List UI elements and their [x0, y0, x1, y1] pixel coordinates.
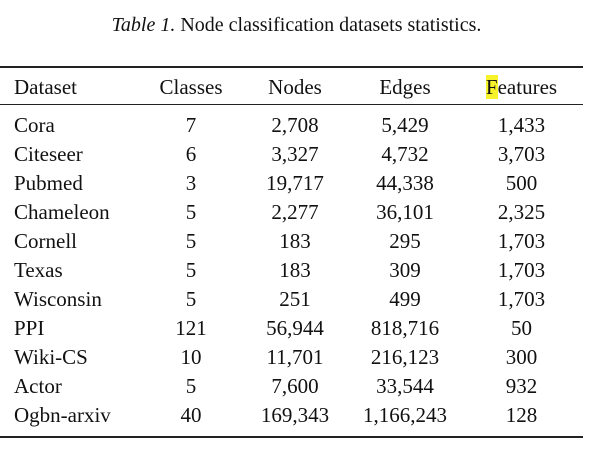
table-row: PPI 121 56,944 818,716 50: [0, 314, 583, 343]
cell-edges: 295: [389, 229, 421, 253]
cell-dataset: Wisconsin: [14, 287, 102, 311]
cell-classes: 5: [185, 287, 197, 311]
cell-dataset: Texas: [14, 258, 63, 282]
cell-features: 932: [505, 374, 538, 398]
header-dataset: Dataset: [14, 75, 77, 99]
cell-nodes: 183: [279, 229, 311, 253]
cell-dataset: Citeseer: [14, 142, 83, 166]
table-body: Cora 7 2,708 5,429 1,433 Citeseer 6 3,327 4,732 3…: [0, 102, 583, 430]
header-features-rest: eatures: [497, 75, 558, 99]
table-row: Texas 5 183 309 1,703: [0, 256, 583, 285]
cell-edges: 5,429: [381, 113, 429, 137]
cell-features: 1,433: [497, 113, 546, 137]
cell-nodes: 56,944: [266, 316, 324, 340]
cell-edges: 1,166,243: [363, 403, 447, 427]
cell-dataset: Chameleon: [14, 200, 110, 224]
table-caption: Table 1. Node classification datasets st…: [0, 12, 593, 38]
cell-classes: 3: [185, 171, 197, 195]
cell-features: 1,703: [497, 229, 546, 253]
cell-edges: 4,732: [381, 142, 429, 166]
cell-dataset: Actor: [14, 374, 62, 398]
table-row: Wiki-CS 10 11,701 216,123 300: [0, 343, 583, 372]
cell-nodes: 2,708: [271, 113, 319, 137]
cell-dataset: Ogbn-arxiv: [14, 403, 111, 427]
cell-dataset: Cornell: [14, 229, 77, 253]
cell-classes: 6: [185, 142, 197, 166]
cell-features: 50: [511, 316, 532, 340]
cell-nodes: 2,277: [271, 200, 319, 224]
highlighted-letter: F: [485, 75, 498, 99]
header-nodes: Nodes: [268, 75, 322, 99]
caption-label: Table 1.: [111, 14, 176, 36]
cell-nodes: 7,600: [271, 374, 319, 398]
cell-edges: 36,101: [376, 200, 434, 224]
cell-classes: 5: [185, 258, 197, 282]
cell-dataset: Wiki-CS: [14, 345, 88, 369]
cell-nodes: 169,343: [260, 403, 330, 427]
bottom-rule: [0, 436, 583, 438]
cell-edges: 309: [389, 258, 421, 282]
cell-edges: 44,338: [376, 171, 434, 195]
cell-classes: 7: [185, 113, 197, 137]
cell-features: 300: [505, 345, 538, 369]
cell-classes: 5: [185, 374, 197, 398]
table-row: Wisconsin 5 251 499 1,703: [0, 285, 583, 314]
table-row: Cornell 5 183 295 1,703: [0, 227, 583, 256]
caption-text: Node classification datasets statistics.: [180, 14, 482, 36]
cell-edges: 499: [389, 287, 421, 311]
table-row: Citeseer 6 3,327 4,732 3,703: [0, 140, 583, 169]
cell-edges: 216,123: [370, 345, 440, 369]
cell-features: 2,325: [497, 200, 546, 224]
cell-dataset: PPI: [14, 316, 45, 340]
cell-nodes: 183: [279, 258, 311, 282]
header-rule: [0, 104, 583, 105]
cell-features: 1,703: [497, 287, 546, 311]
cell-edges: 33,544: [376, 374, 434, 398]
cell-nodes: 11,701: [266, 345, 324, 369]
cell-features: 500: [505, 171, 538, 195]
table-row: Chameleon 5 2,277 36,101 2,325: [0, 198, 583, 227]
header-row: Dataset Classes Nodes Edges Features: [0, 72, 583, 102]
cell-nodes: 3,327: [271, 142, 319, 166]
header-classes: Classes: [159, 75, 223, 99]
cell-edges: 818,716: [370, 316, 440, 340]
table-row: Cora 7 2,708 5,429 1,433: [0, 102, 583, 140]
cell-features: 3,703: [497, 142, 546, 166]
cell-nodes: 251: [279, 287, 311, 311]
cell-classes: 5: [185, 200, 197, 224]
cell-classes: 5: [185, 229, 197, 253]
cell-classes: 121: [175, 316, 207, 340]
table-row: Pubmed 3 19,717 44,338 500: [0, 169, 583, 198]
cell-features: 128: [505, 403, 538, 427]
header-features: Features: [460, 72, 583, 102]
cell-classes: 40: [180, 403, 202, 427]
cell-classes: 10: [180, 345, 202, 369]
top-rule: [0, 66, 583, 68]
cell-dataset: Cora: [14, 113, 55, 137]
cell-features: 1,703: [497, 258, 546, 282]
cell-nodes: 19,717: [266, 171, 324, 195]
table-row: Ogbn-arxiv 40 169,343 1,166,243 128: [0, 401, 583, 430]
cell-dataset: Pubmed: [14, 171, 83, 195]
table-row: Actor 5 7,600 33,544 932: [0, 372, 583, 401]
header-edges: Edges: [379, 75, 431, 99]
dataset-statistics-table: Dataset Classes Nodes Edges Features Cor…: [0, 72, 583, 430]
